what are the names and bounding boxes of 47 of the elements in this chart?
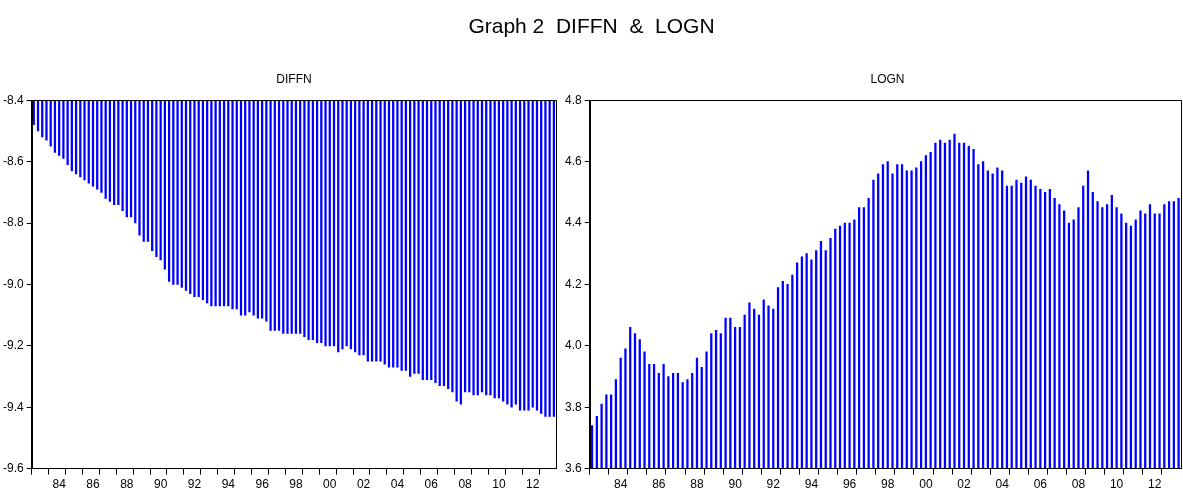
y-tick-label: -8.8: [2, 215, 24, 230]
x-tick-label: 88: [690, 477, 704, 492]
x-tick-label: 04: [390, 477, 405, 492]
y-tick-label: -9.4: [2, 399, 24, 414]
x-tick-label: 88: [120, 477, 134, 492]
y-tick-label: 3.6: [564, 460, 582, 475]
x-tick-label: 84: [52, 477, 67, 492]
y-tick-label: 4.4: [564, 215, 582, 230]
x-tick-label: 94: [804, 477, 819, 492]
x-tick-label: 10: [492, 477, 506, 492]
x-tick-label: 96: [842, 477, 857, 492]
x-tick-label: 92: [187, 477, 202, 492]
x-tick-label: 08: [1071, 477, 1086, 492]
y-tick-label: -9.2: [2, 338, 24, 353]
x-tick-label: 86: [652, 477, 666, 492]
x-tick-label: 00: [323, 477, 337, 492]
x-tick-label: 00: [919, 477, 933, 492]
y-tick-label: 4.8: [564, 92, 582, 107]
x-tick-label: 90: [728, 477, 743, 492]
x-tick-label: 98: [881, 477, 895, 492]
y-tick-label: -8.6: [2, 153, 24, 168]
x-tick-label: 08: [458, 477, 473, 492]
x-tick-label: 12: [1148, 477, 1162, 492]
y-tick-label: -8.4: [2, 92, 24, 107]
x-tick-label: 12: [526, 477, 540, 492]
y-tick-label: 4.2: [564, 276, 582, 291]
y-tick-label: -9.0: [2, 276, 24, 291]
y-tick-label: 4.0: [564, 338, 582, 353]
x-tick-label: 86: [86, 477, 100, 492]
x-tick-label: 02: [356, 477, 371, 492]
x-tick-label: 06: [1033, 477, 1048, 492]
x-tick-label: 02: [957, 477, 972, 492]
caption: Graph 2 DIFFN & LOGN: [467, 14, 716, 38]
y-tick-label: -9.6: [2, 460, 24, 475]
x-tick-label: 84: [614, 477, 628, 492]
chart-title: LOGN: [869, 72, 906, 88]
chart-title: DIFFN: [275, 72, 313, 88]
x-tick-label: 04: [995, 477, 1010, 492]
x-tick-label: 92: [766, 477, 781, 492]
x-tick-label: 90: [153, 477, 168, 492]
x-tick-label: 94: [221, 477, 236, 492]
x-tick-label: 10: [1109, 477, 1124, 492]
x-tick-label: 98: [289, 477, 303, 492]
x-tick-label: 96: [255, 477, 270, 492]
y-tick-label: 4.6: [564, 153, 582, 168]
x-tick-label: 06: [424, 477, 439, 492]
y-tick-label: 3.8: [564, 399, 582, 414]
